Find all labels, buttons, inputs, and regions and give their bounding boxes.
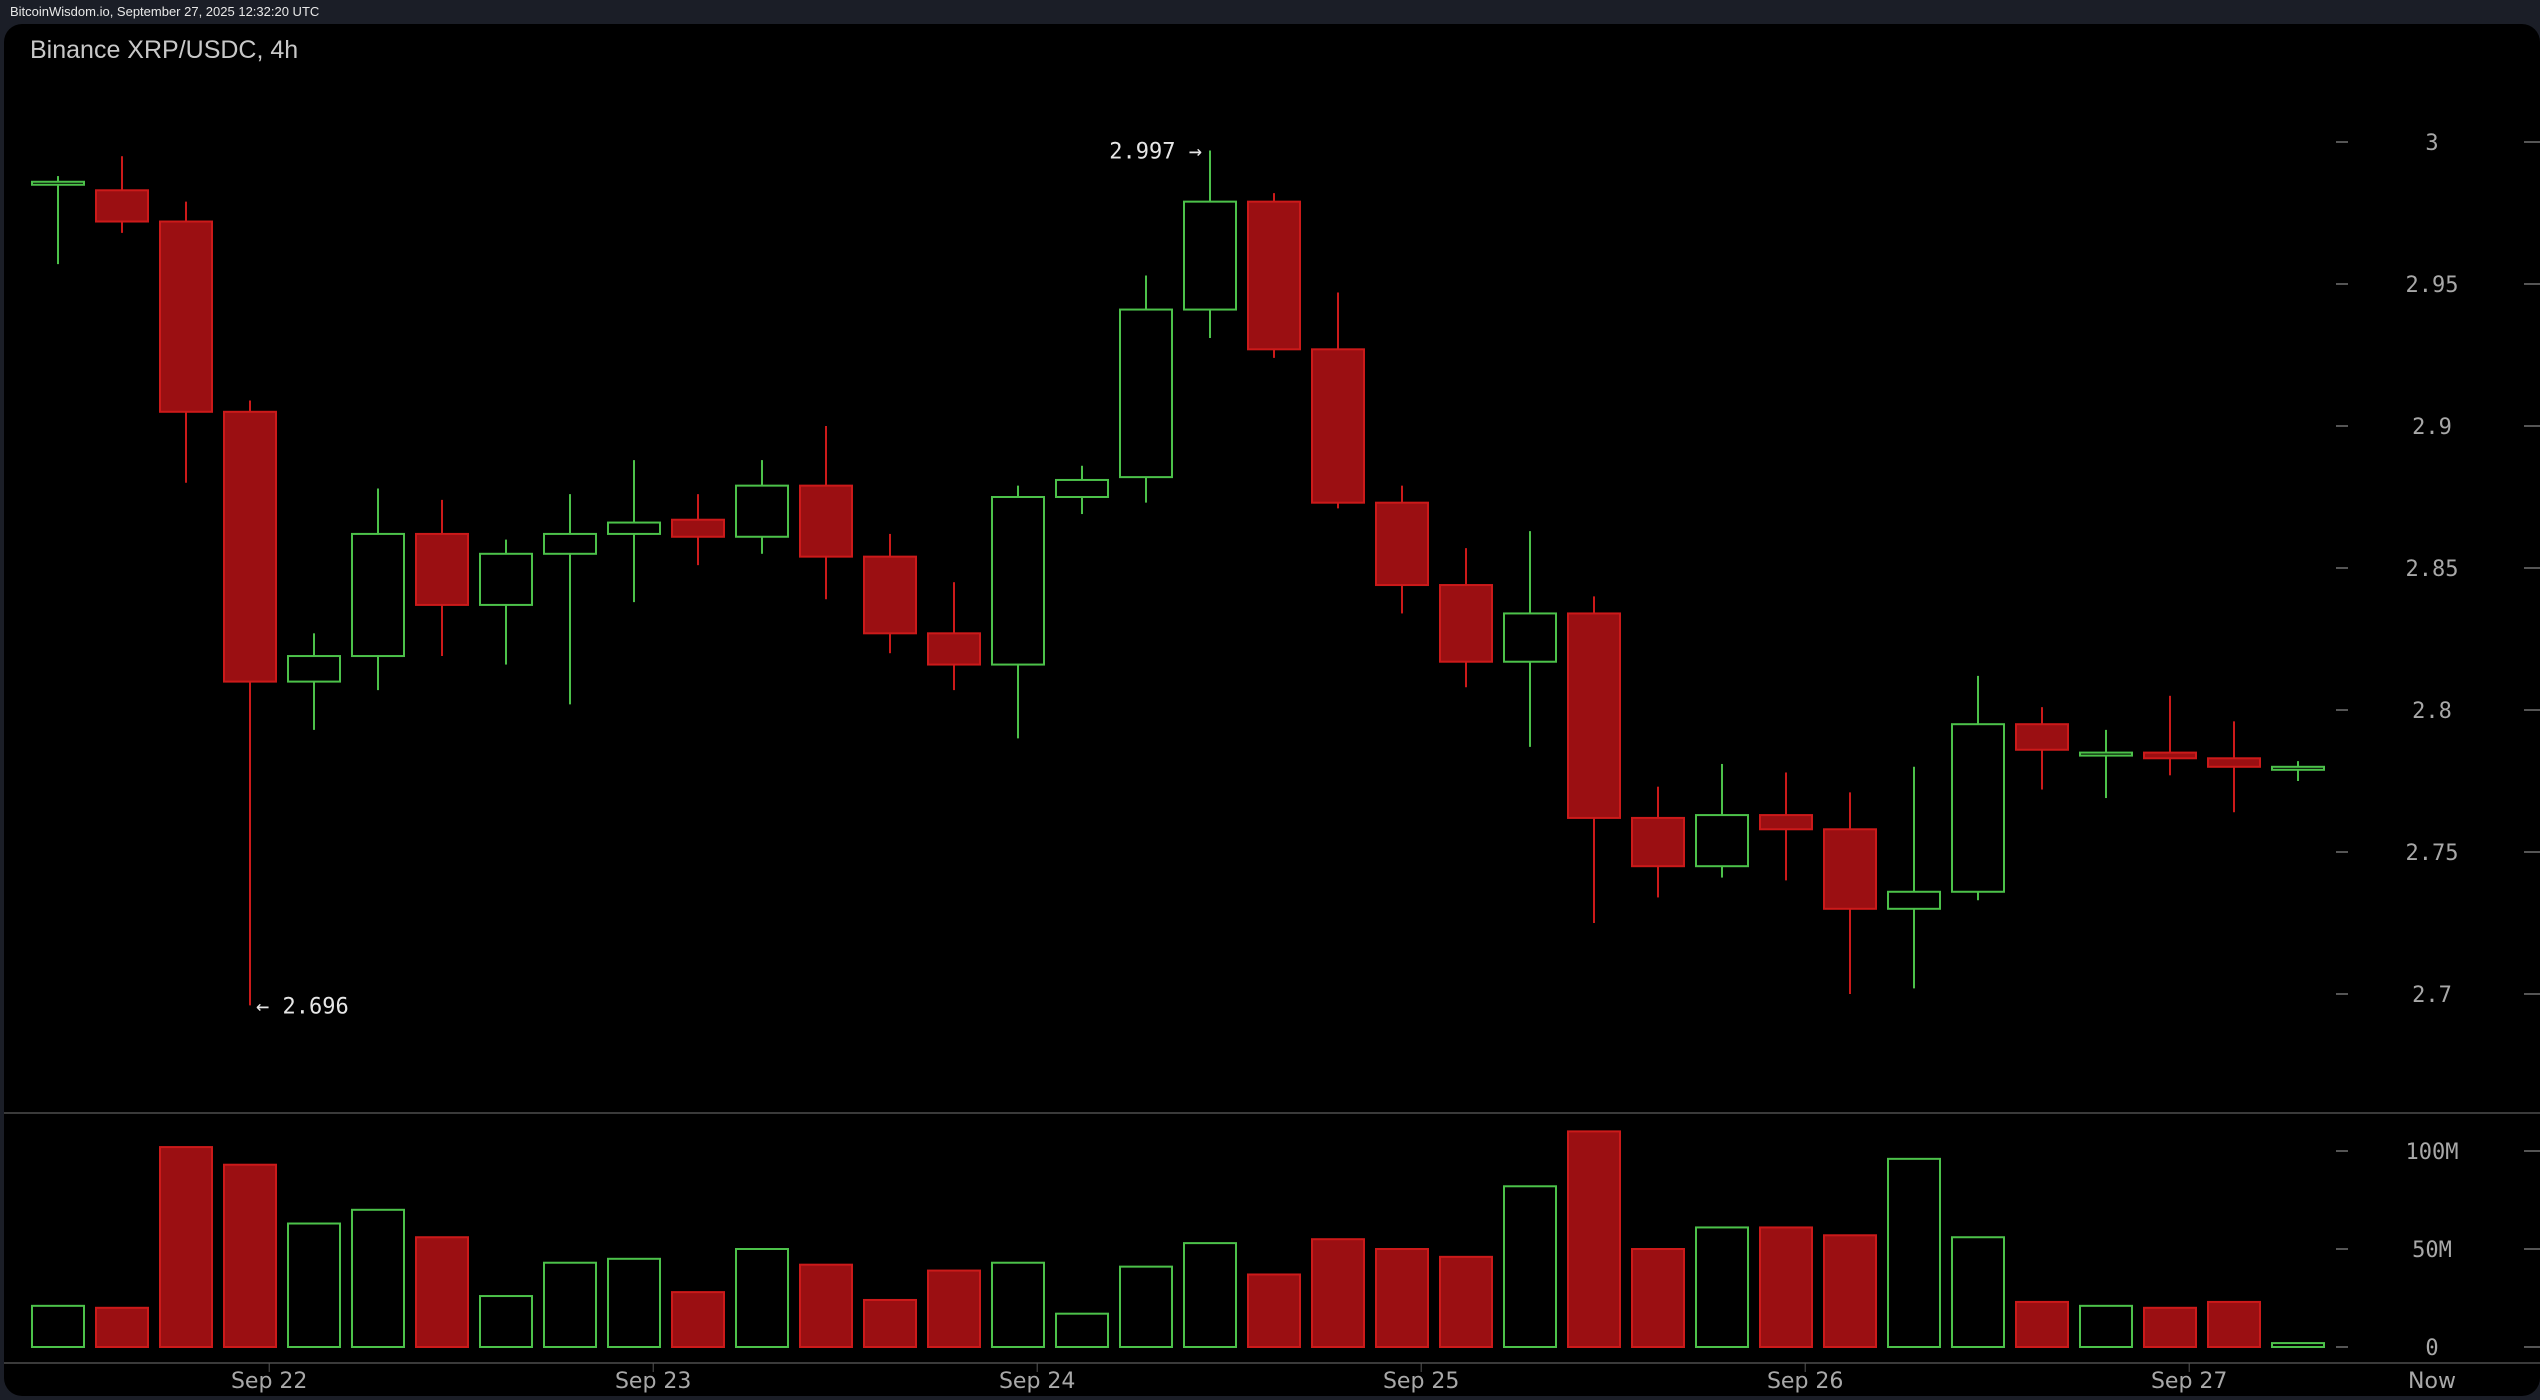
candle-body-up bbox=[543, 532, 597, 555]
candle-body-up bbox=[2271, 765, 2325, 771]
source-timestamp-bar: BitcoinWisdom.io, September 27, 2025 12:… bbox=[0, 0, 2540, 24]
volume-bar-up bbox=[1183, 1242, 1237, 1348]
candle-body-up bbox=[607, 521, 661, 535]
low-price-annotation: ← 2.696 bbox=[256, 994, 349, 1019]
candle-body-down bbox=[1375, 501, 1429, 587]
volume-bar-down bbox=[863, 1298, 917, 1348]
candle-body-up bbox=[1183, 200, 1237, 311]
price-tick-label: 2.95 bbox=[2406, 273, 2459, 298]
volume-bar-up bbox=[991, 1261, 1045, 1348]
volume-tick-label: 0 bbox=[2425, 1336, 2438, 1361]
volume-bar-down bbox=[2143, 1306, 2197, 1349]
candle-body-up bbox=[287, 655, 341, 683]
volume-tick-label: 100M bbox=[2406, 1140, 2459, 1165]
volume-bar-up bbox=[31, 1304, 85, 1348]
candle-body-down bbox=[415, 532, 469, 606]
volume-bar-down bbox=[927, 1269, 981, 1349]
candle-body-up bbox=[1951, 723, 2005, 893]
price-tick-label: 3 bbox=[2425, 131, 2438, 156]
candle-body-down bbox=[927, 632, 981, 666]
volume-tick-label: 50M bbox=[2412, 1238, 2452, 1263]
volume-bar-down bbox=[1439, 1255, 1493, 1348]
volume-bar-up bbox=[351, 1208, 405, 1349]
volume-bar-up bbox=[1119, 1265, 1173, 1349]
volume-bar-down bbox=[95, 1306, 149, 1349]
volume-bar-up bbox=[2079, 1304, 2133, 1348]
candle-body-up bbox=[1503, 612, 1557, 663]
volume-bar-down bbox=[1375, 1248, 1429, 1348]
time-tick-label: Now bbox=[2408, 1369, 2456, 1394]
volume-bar-up bbox=[543, 1261, 597, 1348]
candle-body-up bbox=[351, 532, 405, 658]
candle-body-down bbox=[2207, 757, 2261, 768]
volume-bar-up bbox=[1951, 1236, 2005, 1348]
volume-bar-up bbox=[735, 1248, 789, 1348]
price-tick-label: 2.9 bbox=[2412, 415, 2452, 440]
source-timestamp: BitcoinWisdom.io, September 27, 2025 12:… bbox=[10, 4, 320, 19]
candle-body-down bbox=[1823, 828, 1877, 910]
candle-body-down bbox=[671, 518, 725, 538]
high-price-annotation: 2.997 → bbox=[1109, 140, 1202, 165]
candle-body-down bbox=[223, 410, 277, 683]
price-tick-label: 2.7 bbox=[2412, 983, 2452, 1008]
volume-bar-up bbox=[479, 1295, 533, 1349]
volume-bar-down bbox=[1247, 1273, 1301, 1348]
volume-bar-down bbox=[1311, 1238, 1365, 1348]
volume-bar-down bbox=[2207, 1300, 2261, 1349]
volume-bar-down bbox=[159, 1146, 213, 1348]
candle-body-down bbox=[2143, 751, 2197, 760]
time-tick-label: Sep 24 bbox=[999, 1369, 1075, 1394]
candle-body-down bbox=[159, 220, 213, 413]
volume-bar-up bbox=[1503, 1185, 1557, 1349]
candle-body-down bbox=[95, 189, 149, 223]
volume-bar-down bbox=[2015, 1300, 2069, 1349]
volume-bar-down bbox=[1759, 1226, 1813, 1348]
candle-body-down bbox=[1567, 612, 1621, 819]
candle-body-up bbox=[1055, 478, 1109, 498]
time-tick-label: Sep 26 bbox=[1767, 1369, 1843, 1394]
price-tick-label: 2.75 bbox=[2406, 841, 2459, 866]
candle-body-up bbox=[1695, 814, 1749, 868]
candle-body-up bbox=[1887, 890, 1941, 910]
volume-bar-up bbox=[1695, 1226, 1749, 1348]
candle-body-up bbox=[479, 552, 533, 606]
volume-bar-down bbox=[415, 1236, 469, 1348]
price-tick-label: 2.8 bbox=[2412, 699, 2452, 724]
chart-title: Binance XRP/USDC, 4h bbox=[30, 36, 299, 64]
candle-body-up bbox=[991, 496, 1045, 666]
volume-bar-up bbox=[1055, 1312, 1109, 1349]
time-tick-label: Sep 23 bbox=[615, 1369, 691, 1394]
price-tick-label: 2.85 bbox=[2406, 557, 2459, 582]
candle-body-down bbox=[1631, 816, 1685, 868]
volume-bar-down bbox=[1567, 1130, 1621, 1349]
candle-body-down bbox=[1311, 348, 1365, 504]
volume-bar-down bbox=[671, 1291, 725, 1348]
candlestick-chart: 3 2.95 2.9 2.85 2.8 2.75 2.7 100M 50M 0 Sep 22 Sep … bbox=[4, 131, 2540, 1394]
candle-body-down bbox=[863, 555, 917, 635]
volume-bar-down bbox=[1631, 1248, 1685, 1348]
chart-panel: Binance XRP/USDC, 4h 3 2.95 2.9 2.85 2.8 2.75… bbox=[4, 24, 2540, 1396]
time-tick-label: Sep 25 bbox=[1383, 1369, 1459, 1394]
candle-body-down bbox=[1247, 200, 1301, 351]
volume-bar-down bbox=[799, 1263, 853, 1349]
candle-body-down bbox=[2015, 723, 2069, 751]
candle-body-down bbox=[1439, 584, 1493, 663]
candle-body-up bbox=[2079, 751, 2133, 757]
candle-body-up bbox=[31, 180, 85, 186]
volume-bar-down bbox=[1823, 1234, 1877, 1349]
candle-body-down bbox=[799, 484, 853, 558]
volume-bar-up bbox=[607, 1257, 661, 1349]
candle-body-up bbox=[735, 484, 789, 538]
time-tick-label: Sep 27 bbox=[2151, 1369, 2227, 1394]
candle-body-down bbox=[1759, 814, 1813, 831]
time-tick-label: Sep 22 bbox=[231, 1369, 307, 1394]
volume-bar-down bbox=[223, 1163, 277, 1348]
volume-bar-up bbox=[2271, 1342, 2325, 1348]
volume-bar-up bbox=[1887, 1157, 1941, 1348]
candle-body-up bbox=[1119, 308, 1173, 479]
volume-bar-up bbox=[287, 1222, 341, 1349]
